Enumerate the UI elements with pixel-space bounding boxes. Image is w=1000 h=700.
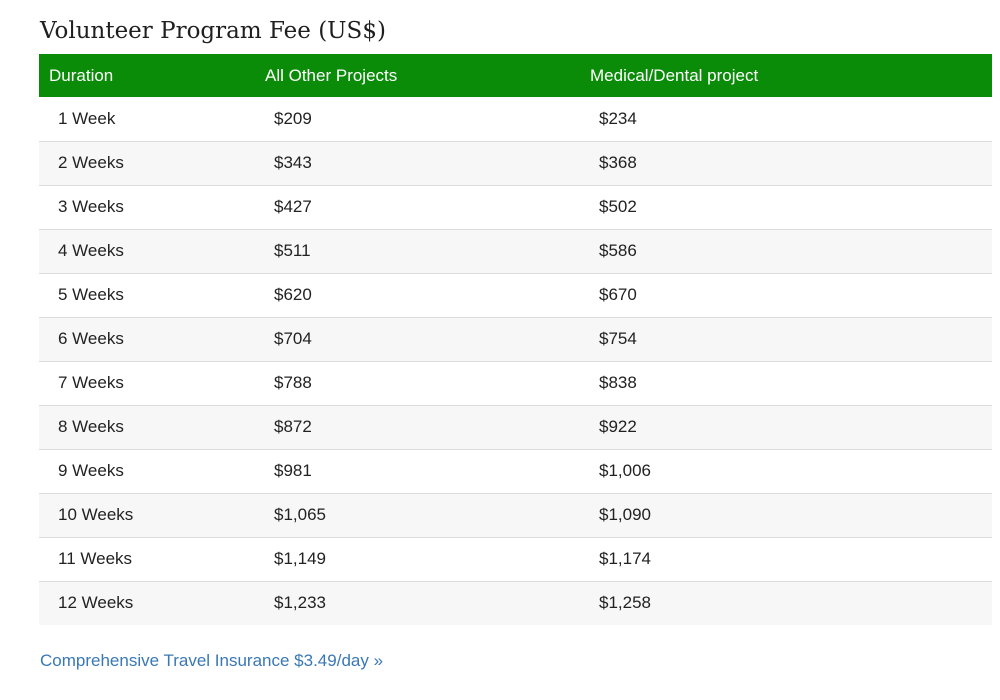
medical-dental-fee-cell: $754 (599, 329, 637, 348)
travel-insurance-link[interactable]: Comprehensive Travel Insurance $3.49/day… (40, 651, 384, 670)
medical-dental-fee-cell: $1,174 (599, 549, 651, 568)
duration-cell: 7 Weeks (58, 373, 124, 392)
other-projects-fee-cell: $343 (274, 153, 312, 172)
other-projects-fee-cell: $704 (274, 329, 312, 348)
medical-dental-fee-cell: $234 (599, 108, 637, 128)
duration-cell: 8 Weeks (58, 417, 124, 436)
other-projects-fee-cell: $427 (274, 197, 312, 216)
duration-cell: 11 Weeks (58, 549, 133, 568)
table-header: Duration All Other Projects Medical/Dent… (39, 54, 992, 97)
duration-cell: 6 Weeks (58, 329, 124, 348)
medical-dental-fee-cell: $838 (599, 373, 637, 392)
table-row: 3 Weeks $427 $502 (39, 185, 992, 229)
medical-dental-fee-cell: $670 (599, 285, 637, 304)
other-projects-fee-cell: $788 (274, 373, 312, 392)
header-duration: Duration (49, 65, 114, 85)
medical-dental-fee-cell: $1,258 (599, 593, 651, 613)
other-projects-fee-cell: $1,233 (274, 593, 326, 613)
other-projects-fee-cell: $1,065 (274, 505, 326, 524)
table-row: 2 Weeks $343 $368 (39, 141, 992, 185)
header-row: Duration All Other Projects Medical/Dent… (39, 54, 992, 97)
medical-dental-fee-cell: $922 (599, 417, 637, 436)
medical-dental-fee-cell: $586 (599, 241, 637, 260)
medical-dental-fee-cell: $1,006 (599, 461, 651, 480)
table-row: 5 Weeks $620 $670 (39, 273, 992, 317)
other-projects-fee-cell: $511 (274, 241, 311, 260)
table-row: 1 Week $209 $234 (39, 97, 992, 141)
medical-dental-fee-cell: $1,090 (599, 505, 651, 524)
table-row: 6 Weeks $704 $754 (39, 317, 992, 361)
other-projects-fee-cell: $1,149 (274, 549, 326, 568)
table-row: 9 Weeks $981 $1,006 (39, 449, 992, 493)
table-row: 12 Weeks $1,233 $1,258 (39, 581, 992, 625)
header-all-other-projects: All Other Projects (265, 65, 398, 85)
medical-dental-fee-cell: $502 (599, 197, 637, 216)
other-projects-fee-cell: $872 (274, 417, 312, 436)
duration-cell: 2 Weeks (58, 153, 124, 172)
duration-cell: 5 Weeks (58, 285, 124, 304)
other-projects-fee-cell: $981 (274, 461, 312, 480)
table-row: 10 Weeks $1,065 $1,090 (39, 493, 992, 537)
header-medical-dental-project: Medical/Dental project (590, 65, 759, 85)
page-title: Volunteer Program Fee (US$) (40, 18, 386, 44)
table-row: 4 Weeks $511 $586 (39, 229, 992, 273)
duration-cell: 10 Weeks (58, 505, 134, 524)
duration-cell: 12 Weeks (58, 593, 134, 613)
table-row: 11 Weeks $1,149 $1,174 (39, 537, 992, 581)
other-projects-fee-cell: $209 (274, 108, 312, 128)
other-projects-fee-cell: $620 (274, 285, 312, 304)
medical-dental-fee-cell: $368 (599, 153, 637, 172)
table-body: 1 Week $209 $234 2 Weeks $343 $368 3 Wee… (39, 97, 992, 625)
duration-cell: 3 Weeks (58, 197, 124, 216)
duration-cell: 4 Weeks (58, 241, 124, 260)
fee-table: Duration All Other Projects Medical/Dent… (39, 54, 992, 625)
table-row: 7 Weeks $788 $838 (39, 361, 992, 405)
duration-cell: 9 Weeks (58, 461, 124, 480)
table-row: 8 Weeks $872 $922 (39, 405, 992, 449)
duration-cell: 1 Week (58, 108, 116, 128)
